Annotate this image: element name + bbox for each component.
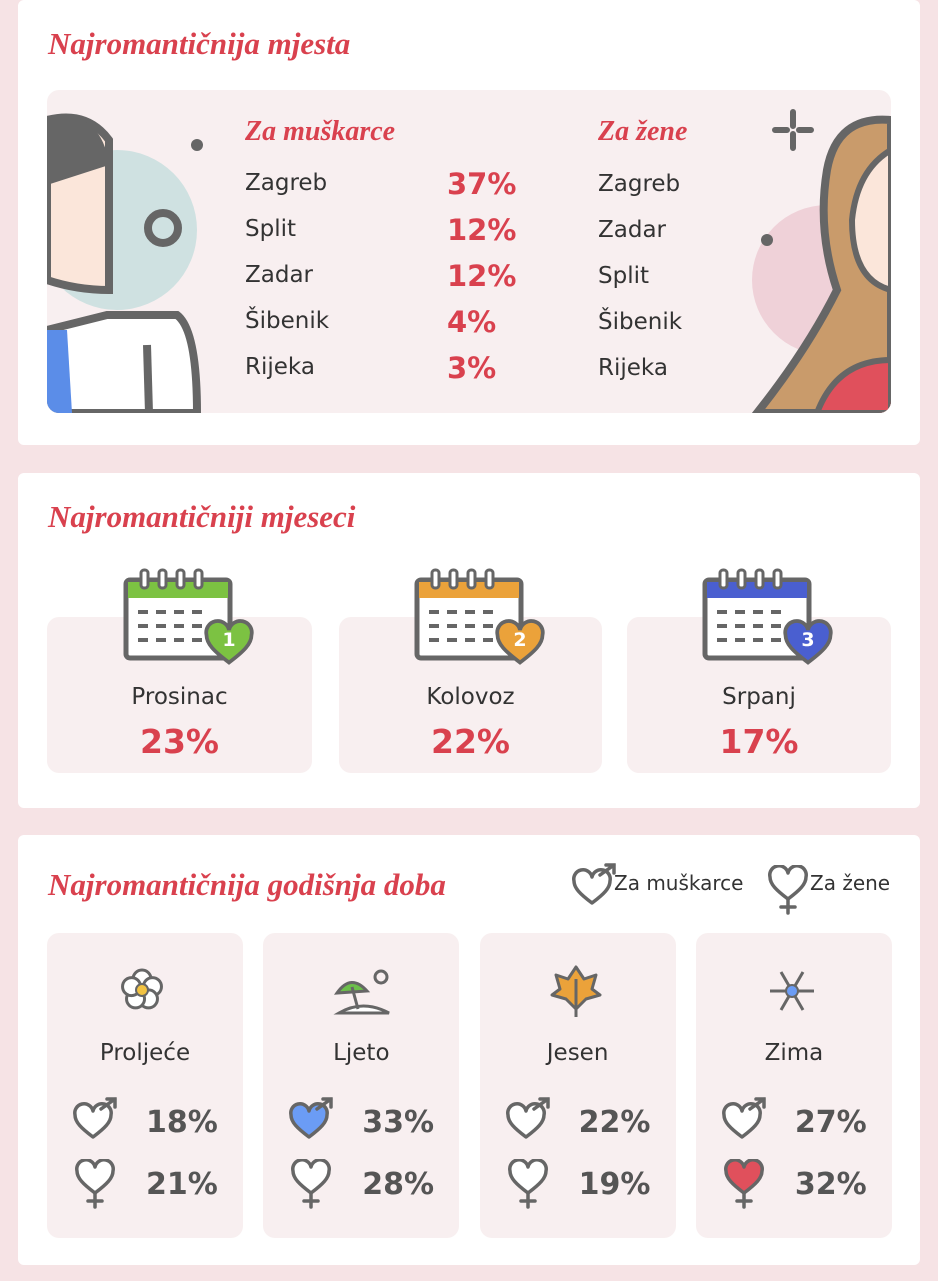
month-share: 17% <box>719 722 799 761</box>
male-icon <box>289 1097 334 1139</box>
places-panel: Za muškarce Za žene Zagreb 37% Split 12% Zad… <box>47 90 891 413</box>
calendar-icon: 2 <box>414 568 545 665</box>
month-share: 22% <box>431 722 510 761</box>
rank: 1 <box>222 629 235 651</box>
season-name: Proljeće <box>99 1040 191 1066</box>
women-share: 21% <box>146 1167 218 1202</box>
months-card: Najromantičniji mjeseci 1 Prosinac 23% 2 Ko… <box>18 473 920 808</box>
female-icon <box>507 1159 548 1209</box>
share: 12% <box>447 213 517 247</box>
female-icon <box>723 1159 764 1209</box>
men-share: 18% <box>146 1105 218 1140</box>
legend-male-icon <box>572 863 616 905</box>
female-icon <box>291 1159 332 1209</box>
legend-label: Za muškarce <box>614 871 744 895</box>
legend-label: Za žene <box>810 871 891 895</box>
places-card: Najromantičnija mjesta Za muškarce Za že… <box>18 0 920 445</box>
men-heading: Za muškarce <box>245 116 396 147</box>
season-icon <box>550 965 602 1017</box>
season-name: Zima <box>764 1040 824 1066</box>
male-icon <box>505 1097 550 1139</box>
male-icon <box>73 1097 117 1139</box>
male-icon <box>721 1097 766 1139</box>
season-panel <box>695 933 892 1238</box>
women-share: 32% <box>794 1167 867 1202</box>
men-share: 22% <box>578 1105 651 1140</box>
city: Split <box>245 216 296 242</box>
section-title: Najromantičnija mjesta <box>48 26 351 61</box>
season-icon <box>769 971 814 1011</box>
season-icon <box>333 969 391 1015</box>
share: 37% <box>447 167 517 201</box>
rank: 3 <box>801 629 814 651</box>
seasons-card: Najromantičnija godišnja doba Za muškarc… <box>18 835 920 1265</box>
calendar-icon: 1 <box>123 568 254 665</box>
rank: 2 <box>513 629 526 651</box>
city: Zagreb <box>598 171 681 197</box>
city: Zadar <box>245 262 314 288</box>
city: Rijeka <box>245 354 315 380</box>
month-share: 23% <box>140 722 219 761</box>
month-name: Kolovoz <box>426 684 515 710</box>
calendar-icon: 3 <box>702 568 833 665</box>
month-name: Srpanj <box>722 684 796 710</box>
city: Šibenik <box>598 309 683 335</box>
city: Zadar <box>598 217 667 243</box>
female-icon <box>75 1159 115 1209</box>
women-share: 19% <box>578 1167 651 1202</box>
share: 3% <box>447 351 497 385</box>
women-share: 28% <box>362 1167 435 1202</box>
share: 12% <box>447 259 517 293</box>
men-share: 33% <box>362 1105 435 1140</box>
city: Rijeka <box>598 355 668 381</box>
city: Šibenik <box>245 308 330 334</box>
legend-female-icon <box>768 865 808 915</box>
month-name: Prosinac <box>131 684 228 710</box>
season-name: Jesen <box>546 1040 609 1066</box>
section-title: Najromantičniji mjeseci <box>48 499 356 534</box>
season-name: Ljeto <box>333 1040 390 1066</box>
city: Zagreb <box>245 170 328 196</box>
section-title: Najromantičnija godišnja doba <box>48 867 446 902</box>
men-share: 27% <box>794 1105 867 1140</box>
season-icon <box>121 968 163 1010</box>
women-heading: Za žene <box>598 116 688 147</box>
city: Split <box>598 263 649 289</box>
share: 4% <box>447 305 497 339</box>
illustration <box>47 109 891 413</box>
